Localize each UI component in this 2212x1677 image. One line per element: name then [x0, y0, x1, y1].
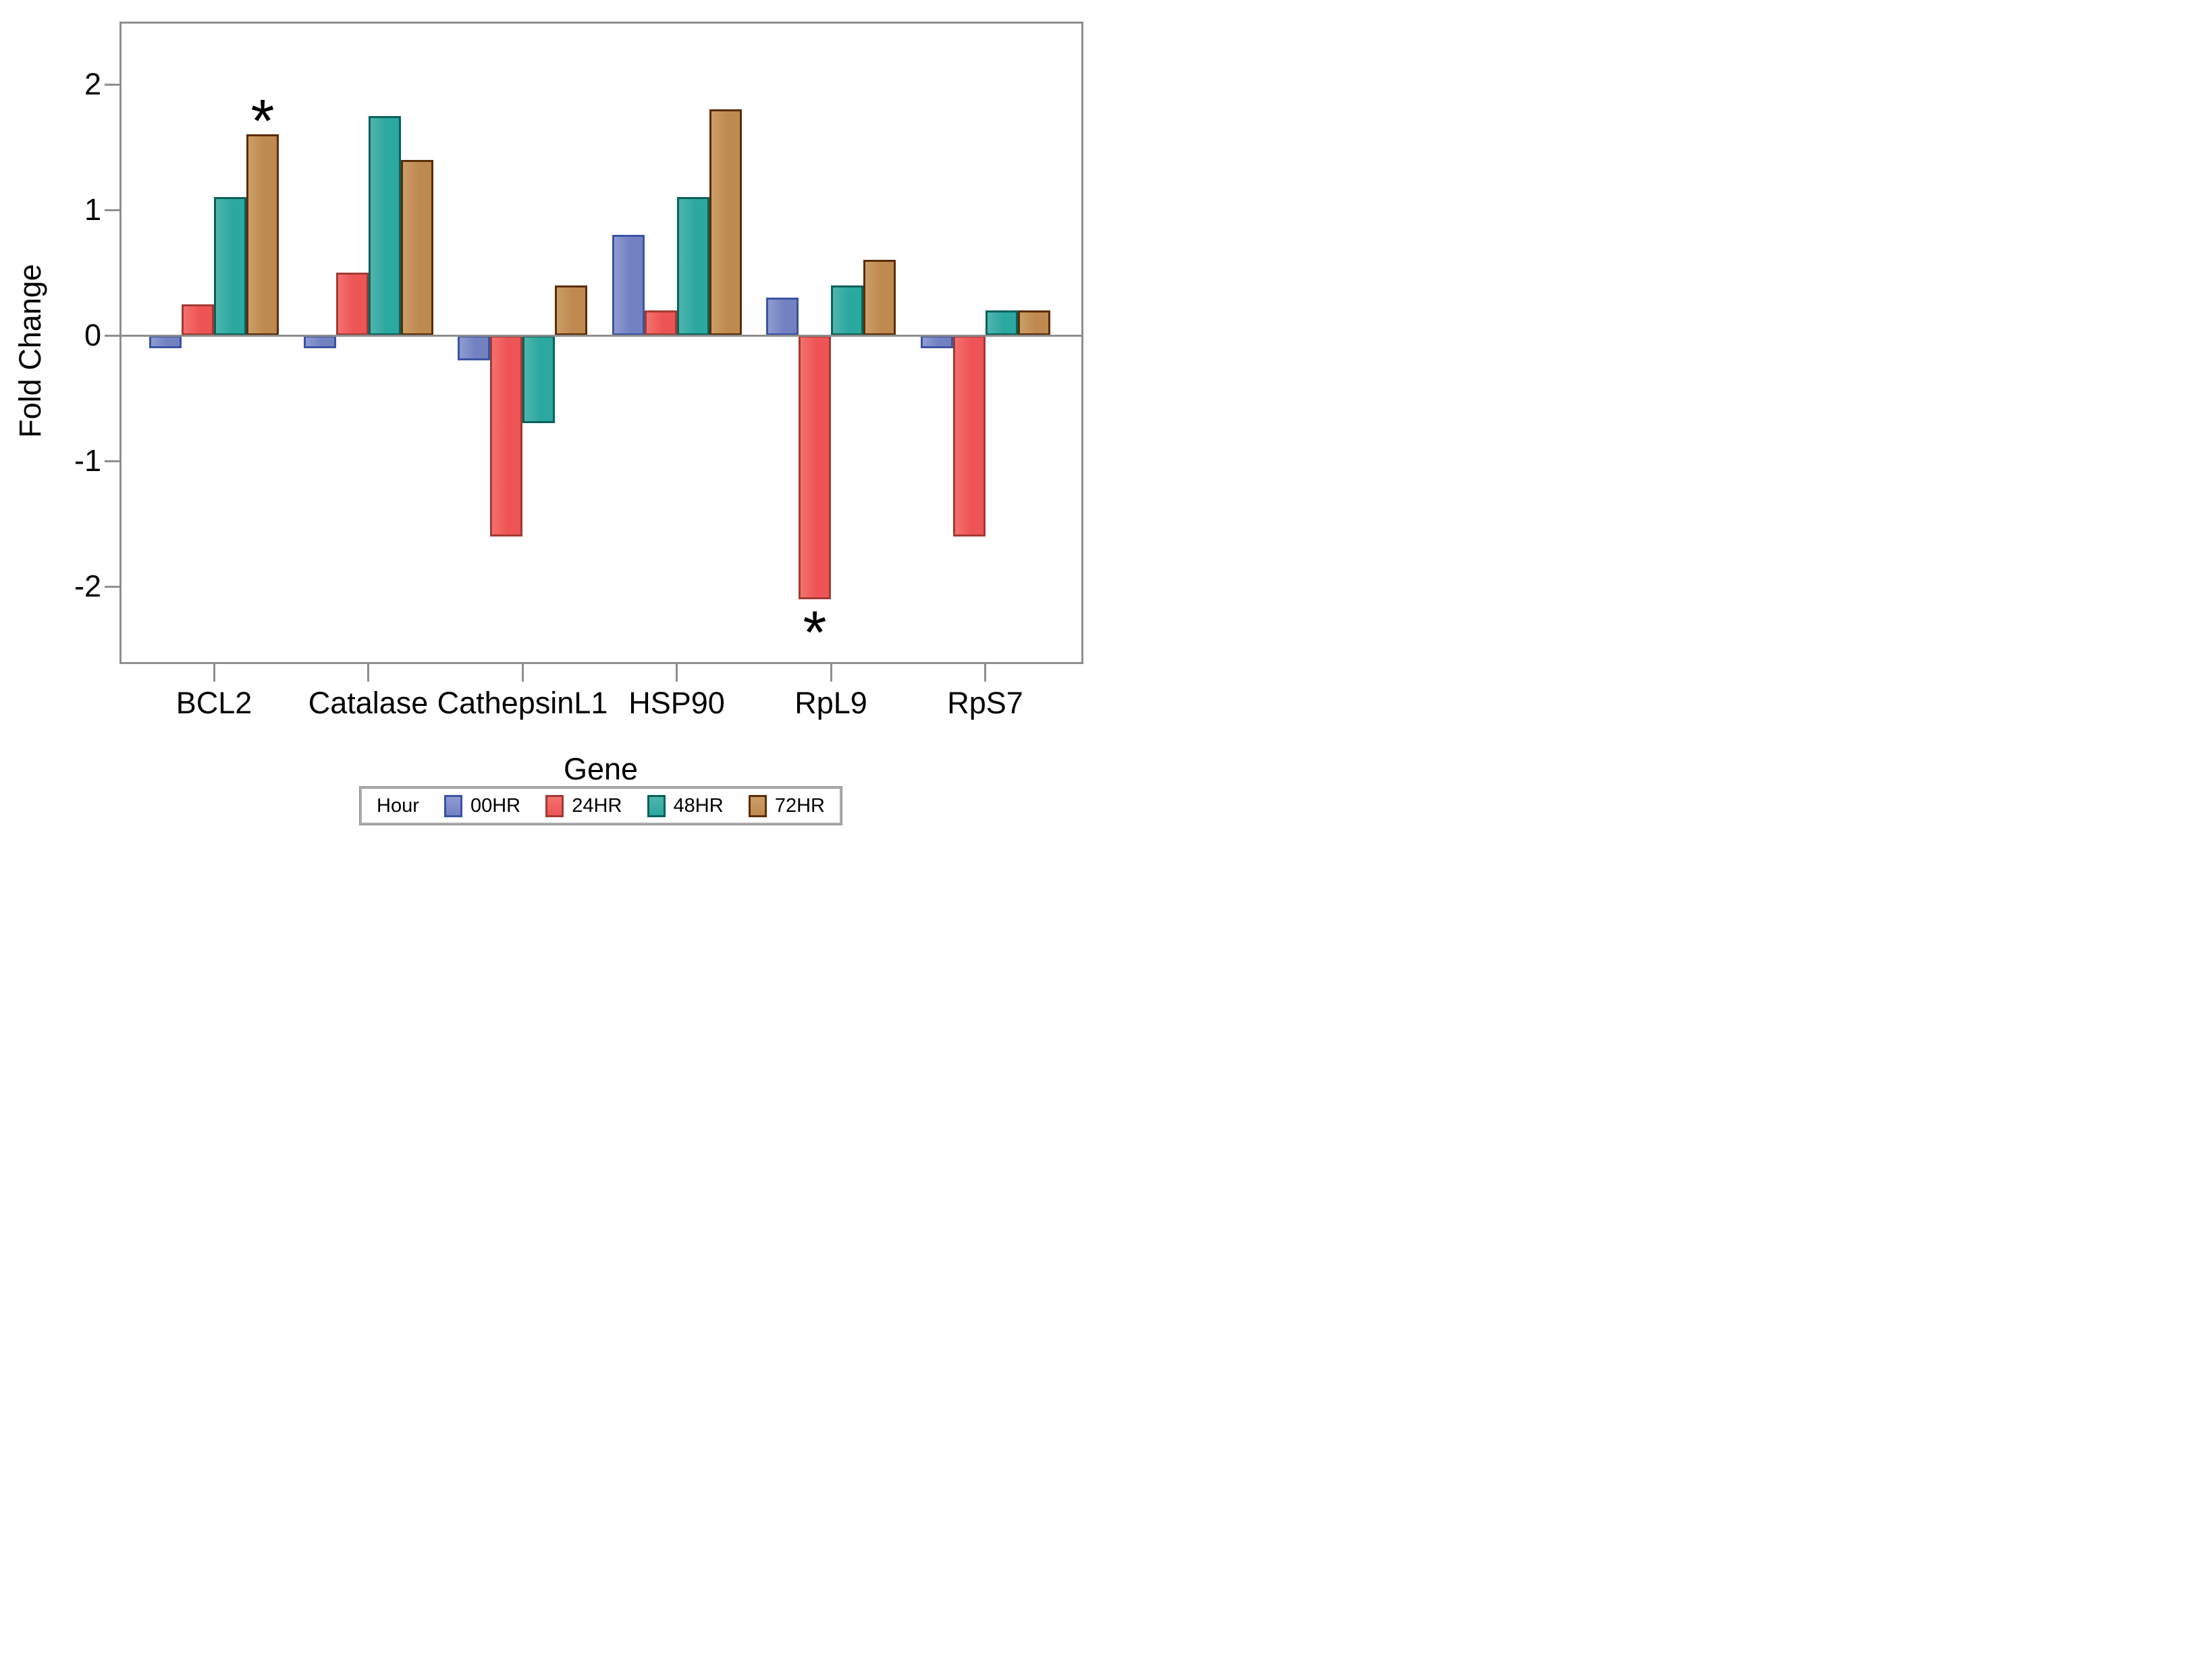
y-tick-mark-1 [105, 209, 119, 211]
x-tick-mark-RpS7 [984, 664, 986, 682]
bar-CathepsinL1-24HR [490, 335, 522, 537]
gene-label-RpL9: RpL9 [794, 686, 867, 720]
bar-RpS7-72HR [1017, 310, 1050, 335]
bar-Catalase-72HR [400, 159, 433, 335]
bar-CathepsinL1-72HR [555, 285, 587, 335]
gene-label-CathepsinL1: CathepsinL1 [437, 686, 608, 720]
y-tick-label--2: -2 [74, 569, 101, 603]
significance-star-RpL9-24HR: * [803, 599, 827, 667]
gene-label-Catalase: Catalase [308, 686, 429, 720]
bar-RpL9-24HR [799, 335, 831, 599]
bar-Catalase-00HR [303, 335, 336, 348]
bar-RpL9-48HR [831, 285, 863, 335]
bar-RpL9-00HR [766, 298, 799, 335]
x-tick-mark-CathepsinL1 [521, 664, 524, 682]
legend: Hour 00HR 24HR 48HR 72HR [359, 786, 842, 825]
gene-label-BCL2: BCL2 [176, 686, 252, 720]
bar-CathepsinL1-48HR [522, 335, 555, 424]
bar-RpS7-48HR [985, 310, 1018, 335]
legend-entry-48HR: 48HR [647, 794, 724, 817]
legend-entry-72HR: 72HR [748, 794, 825, 817]
x-tick-mark-Catalase [367, 664, 369, 682]
bar-HSP90-72HR [709, 109, 742, 335]
significance-star-BCL2-72HR: * [250, 88, 275, 156]
gene-label-HSP90: HSP90 [628, 686, 725, 720]
bar-Catalase-24HR [335, 273, 369, 335]
legend-entry-24HR: 24HR [545, 794, 622, 817]
y-tick-mark-0 [105, 334, 119, 337]
y-tick-label--1: -1 [74, 443, 101, 478]
bar-Catalase-48HR [368, 115, 401, 335]
legend-swatch-72HR [748, 794, 767, 817]
legend-swatch-00HR [443, 794, 462, 817]
plot-area [119, 22, 1083, 664]
x-axis-title: Gene [563, 752, 639, 786]
legend-label-72HR: 72HR [774, 794, 825, 817]
legend-label-24HR: 24HR [572, 794, 622, 817]
y-tick-label-0: 0 [84, 318, 101, 352]
bar-RpL9-72HR [863, 260, 896, 335]
legend-swatch-48HR [647, 794, 666, 817]
y-tick-mark--2 [105, 585, 119, 588]
gene-label-RpS7: RpS7 [947, 686, 1023, 720]
bar-BCL2-00HR [149, 335, 182, 348]
bar-BCL2-72HR [246, 134, 279, 335]
y-tick-mark-2 [105, 83, 119, 86]
bar-RpS7-24HR [952, 335, 986, 537]
fold-change-bar-chart: Fold Change Gene Hour 00HR 24HR 48HR 72HR 2… [0, 0, 1106, 839]
bar-HSP90-24HR [644, 310, 677, 335]
legend-label-48HR: 48HR [673, 794, 724, 817]
legend-entry-00HR: 00HR [443, 794, 521, 817]
bar-HSP90-48HR [676, 197, 709, 335]
bar-HSP90-00HR [612, 235, 645, 335]
x-tick-mark-RpL9 [830, 664, 832, 682]
legend-title: Hour [377, 794, 419, 817]
bar-RpS7-00HR [920, 335, 953, 348]
x-tick-mark-BCL2 [213, 664, 215, 682]
zero-baseline [122, 334, 1081, 337]
legend-label-00HR: 00HR [470, 794, 521, 817]
bar-CathepsinL1-00HR [458, 335, 490, 361]
bar-BCL2-24HR [182, 304, 214, 335]
y-tick-label-2: 2 [84, 67, 101, 101]
y-tick-label-1: 1 [84, 192, 101, 227]
x-tick-mark-HSP90 [676, 664, 678, 682]
bar-BCL2-48HR [214, 197, 246, 335]
y-tick-mark--1 [105, 460, 119, 462]
legend-swatch-24HR [545, 794, 564, 817]
